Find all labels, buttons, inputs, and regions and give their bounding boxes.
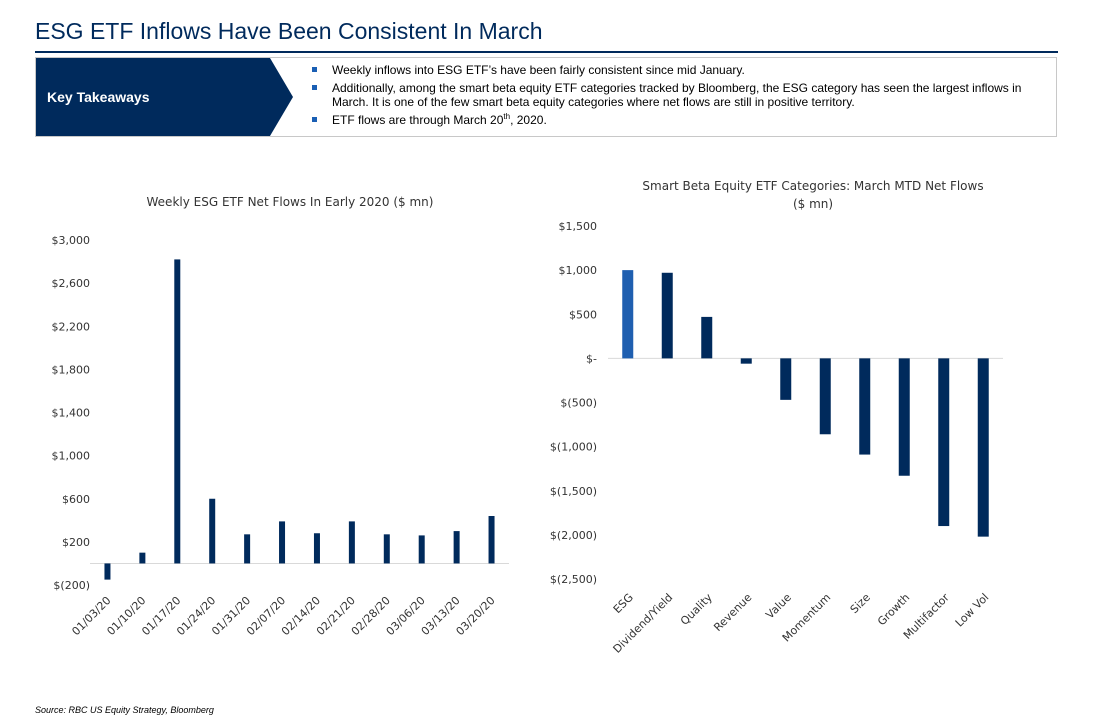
bar — [313, 533, 320, 564]
bar — [418, 535, 425, 564]
x-tick-label: Revenue — [711, 591, 754, 634]
bar — [701, 316, 713, 359]
y-tick-label: $500 — [569, 308, 597, 321]
bar — [661, 272, 673, 359]
bar — [780, 358, 792, 400]
y-tick-label: $(2,000) — [550, 529, 597, 542]
bar — [174, 259, 181, 564]
key-takeaways-label: Key Takeaways — [36, 58, 270, 136]
takeaway-bullet: Additionally, among the smart beta equit… — [306, 81, 1051, 109]
takeaway-bullet: ETF flows are through March 20th, 2020. — [306, 113, 1051, 127]
bar — [139, 552, 146, 564]
bar — [209, 498, 216, 564]
bar — [859, 358, 871, 455]
bar — [898, 358, 910, 476]
bar — [938, 358, 950, 527]
source-note: Source: RBC US Equity Strategy, Bloomber… — [35, 705, 214, 715]
y-tick-label: $600 — [62, 493, 90, 506]
title-divider — [35, 51, 1058, 53]
y-tick-label: $3,000 — [52, 234, 91, 247]
x-tick-label: ESG — [611, 591, 636, 616]
bar — [279, 521, 286, 564]
bar — [453, 531, 460, 564]
page-title: ESG ETF Inflows Have Been Consistent In … — [35, 18, 543, 44]
takeaways-arrow-icon — [270, 58, 293, 136]
y-tick-label: $1,800 — [52, 363, 91, 376]
y-tick-label: $(1,000) — [550, 441, 597, 454]
bar — [740, 358, 752, 364]
y-tick-label: $- — [586, 352, 597, 365]
bar — [348, 521, 355, 564]
bar — [104, 563, 111, 580]
y-tick-label: $1,500 — [559, 220, 598, 233]
x-tick-label: Growth — [875, 591, 912, 628]
bar — [977, 358, 989, 537]
y-tick-label: $1,000 — [52, 450, 91, 463]
takeaways-list: Weekly inflows into ESG ETF’s have been … — [306, 63, 1051, 131]
x-tick-label: Low Vol — [953, 591, 992, 630]
bar — [383, 534, 390, 564]
takeaway-bullet: Weekly inflows into ESG ETF’s have been … — [306, 63, 1051, 77]
bar — [488, 516, 495, 564]
y-tick-label: $2,600 — [52, 277, 91, 290]
y-tick-label: $2,200 — [52, 320, 91, 333]
chart-title-line2: ($ mn) — [793, 197, 833, 211]
bar — [819, 358, 831, 435]
x-tick-label: Quality — [678, 591, 715, 628]
y-tick-label: $(500) — [560, 397, 597, 410]
y-tick-label: $1,400 — [52, 407, 91, 420]
y-tick-label: $(200) — [53, 579, 90, 592]
y-tick-label: $(1,500) — [550, 485, 597, 498]
chart-title: Smart Beta Equity ETF Categories: March … — [642, 179, 983, 193]
bar — [244, 534, 251, 564]
weekly-esg-flows-chart: Weekly ESG ETF Net Flows In Early 2020 (… — [52, 195, 509, 638]
y-tick-label: $200 — [62, 536, 90, 549]
y-tick-label: $1,000 — [559, 264, 598, 277]
x-tick-label: Value — [763, 591, 794, 622]
key-takeaways-panel: Key Takeaways Weekly inflows into ESG ET… — [35, 57, 1057, 137]
x-tick-label: Size — [848, 591, 873, 616]
bar — [622, 270, 634, 359]
y-tick-label: $(2,500) — [550, 573, 597, 586]
chart-title: Weekly ESG ETF Net Flows In Early 2020 (… — [147, 195, 434, 209]
